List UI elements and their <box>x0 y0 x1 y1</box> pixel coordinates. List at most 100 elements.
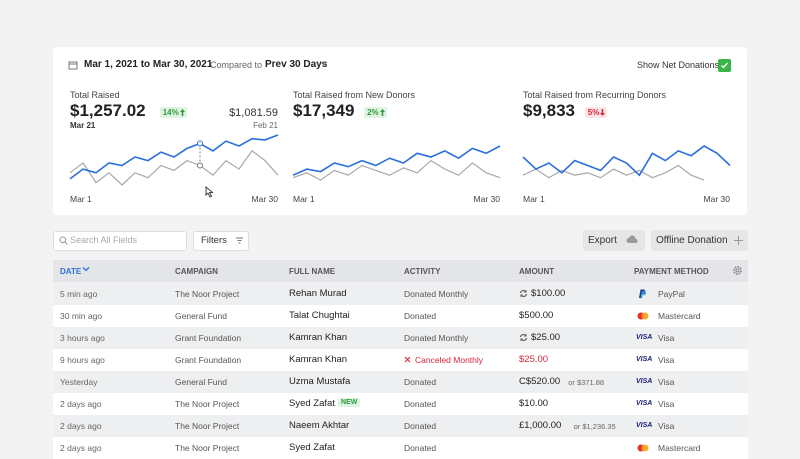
table-header <box>53 260 748 282</box>
cell-name: Kamran Khan <box>289 332 348 343</box>
cursor <box>205 186 214 198</box>
cell-name: Naeem Akhtar <box>289 420 350 431</box>
cell-activity: Donated <box>404 399 437 409</box>
date-range: Mar 1, 2021 to Mar 30, 2021 <box>84 59 213 70</box>
x-end-label: Mar 30 <box>703 194 730 204</box>
cell-payment: Visa <box>658 377 675 387</box>
cell-amount: $25.00 <box>519 354 549 365</box>
cell-date: 9 hours ago <box>60 355 105 365</box>
table-row[interactable] <box>53 349 748 371</box>
visa-logo: VISA <box>636 356 653 363</box>
cell-campaign: Grant Foundation <box>175 333 242 343</box>
visa-logo: VISA <box>636 378 653 385</box>
x-start-label: Mar 1 <box>523 194 545 204</box>
recurring-icon <box>519 333 528 342</box>
cancel-icon <box>404 356 411 363</box>
export-button[interactable] <box>583 230 645 251</box>
table-row[interactable] <box>53 305 748 327</box>
summary-card <box>53 47 747 215</box>
cell-payment: Visa <box>658 399 675 409</box>
column-header[interactable]: AMOUNT <box>519 267 555 276</box>
cell-amount: $100.00 <box>531 288 566 299</box>
plus-icon[interactable] <box>734 236 743 245</box>
cell-campaign: Grant Foundation <box>175 355 242 365</box>
cell-date: 2 days ago <box>60 399 102 409</box>
cloud-icon[interactable] <box>626 235 638 245</box>
metric-date: Mar 21 <box>70 121 96 130</box>
search-icon[interactable] <box>59 236 68 245</box>
cell-activity: Donated <box>404 421 437 431</box>
metric-label: Total Raised from Recurring Donors <box>523 90 667 100</box>
cell-campaign: The Noor Project <box>175 399 240 409</box>
cell-name: Uzma Mustafa <box>289 376 351 387</box>
mastercard-icon <box>637 312 649 320</box>
cell-amount: C$520.00 <box>519 376 561 387</box>
search-placeholder[interactable]: Search All Fields <box>70 235 138 245</box>
paypal-icon <box>639 289 646 299</box>
add-button[interactable] <box>651 230 748 251</box>
filters-icon[interactable] <box>235 236 244 245</box>
x-end-label: Mar 30 <box>473 194 500 204</box>
dropdown-chevron[interactable] <box>320 61 328 67</box>
table-row[interactable] <box>53 393 748 415</box>
table-row[interactable] <box>53 415 748 437</box>
metric-value: $17,349 <box>293 101 355 120</box>
metric-label: Total Raised from New Donors <box>293 90 416 100</box>
column-header[interactable]: FULL NAME <box>289 267 336 276</box>
cell-amount: $500.00 <box>519 310 554 321</box>
column-header[interactable]: CAMPAIGN <box>175 267 218 276</box>
column-header[interactable]: ACTIVITY <box>404 267 441 276</box>
visa-logo: VISA <box>636 422 653 429</box>
add-label[interactable]: Offline Donation <box>656 235 728 246</box>
cell-activity: Donated Monthly <box>404 333 469 343</box>
cell-name: Syed Zafat <box>289 398 335 409</box>
cell-date: Yesterday <box>60 377 98 387</box>
cell-campaign: General Fund <box>175 311 227 321</box>
cell-activity: Donated Monthly <box>404 289 469 299</box>
visa-logo: VISA <box>636 400 653 407</box>
cell-payment: Mastercard <box>658 311 701 321</box>
table-row[interactable] <box>53 371 748 393</box>
x-start-label: Mar 1 <box>293 194 315 204</box>
cell-payment: Mastercard <box>658 443 701 453</box>
table-row[interactable] <box>53 327 748 349</box>
cell-campaign: General Fund <box>175 377 227 387</box>
calendar-icon <box>68 61 78 70</box>
compare-date: Feb 21 <box>253 121 278 130</box>
cell-date: 2 days ago <box>60 443 102 453</box>
sort-arrow[interactable] <box>82 266 90 273</box>
filters-label[interactable]: Filters <box>201 235 227 246</box>
x-end-label: Mar 30 <box>251 194 278 204</box>
compared-value[interactable]: Prev 30 Days <box>265 59 328 70</box>
cell-name: Rehan Murad <box>289 288 347 299</box>
table-row[interactable] <box>53 283 748 305</box>
export-label[interactable]: Export <box>588 235 617 246</box>
settings-gear[interactable] <box>732 265 743 276</box>
search-box[interactable] <box>53 231 187 251</box>
change-badge: 5% <box>584 107 608 118</box>
cell-amount: $25.00 <box>531 332 561 343</box>
compare-value: $1,081.59 <box>229 107 278 119</box>
toggle-label: Show Net Donations <box>637 60 720 70</box>
visa-logo: VISA <box>636 334 653 341</box>
new-badge: NEW <box>338 398 361 407</box>
cell-name: Kamran Khan <box>289 354 348 365</box>
column-header[interactable]: PAYMENT METHOD <box>634 267 709 276</box>
cell-date: 2 days ago <box>60 421 102 431</box>
cell-name: Talat Chughtai <box>289 310 350 321</box>
checkmark[interactable] <box>720 61 729 70</box>
recurring-icon <box>519 289 528 298</box>
sort-header[interactable]: DATE <box>60 267 82 276</box>
cell-amount: $10.00 <box>519 398 549 409</box>
page: Mar 1, 2021 to Mar 30, 2021 Compared to Pr… <box>53 47 748 459</box>
cell-campaign: The Noor Project <box>175 443 240 453</box>
metric-label: Total Raised <box>70 90 120 100</box>
cell-activity: Donated <box>404 443 437 453</box>
cell-amount-converted: or $371.88 <box>568 378 605 387</box>
cell-activity: Donated <box>404 377 437 387</box>
filters-button[interactable] <box>193 231 249 251</box>
metric-value: $9,833 <box>523 101 575 120</box>
cell-campaign: The Noor Project <box>175 421 240 431</box>
cell-amount: £1,000.00 <box>519 420 562 431</box>
cell-payment: Visa <box>658 355 675 365</box>
